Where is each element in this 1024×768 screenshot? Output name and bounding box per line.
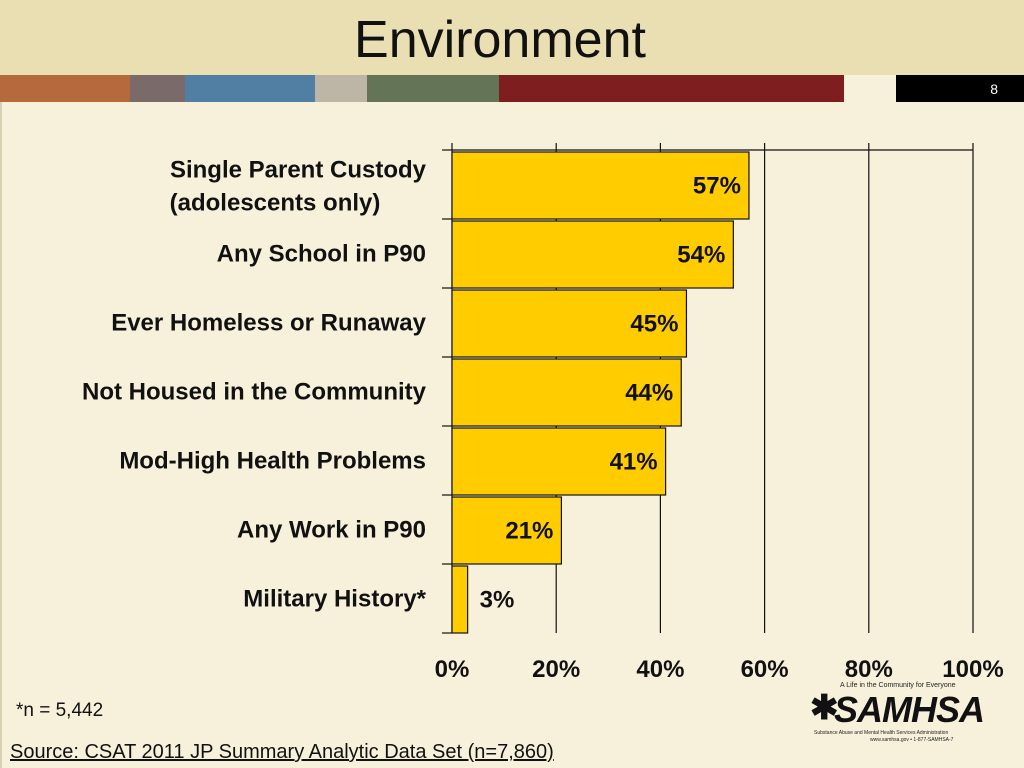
x-tick-label: 80% xyxy=(845,656,893,683)
value-label: 21% xyxy=(505,518,553,545)
value-label: 45% xyxy=(630,311,678,338)
bar-chart: 57% Single Parent Custody (adolescents onl… xyxy=(82,143,1004,683)
bar xyxy=(451,220,734,289)
x-tick-label: 0% xyxy=(435,656,470,683)
bar xyxy=(451,427,667,496)
x-tick-label: 20% xyxy=(532,656,580,683)
samhsa-logo: A Life in the Community for Everyone ✱ S… xyxy=(810,682,985,744)
color-stripe xyxy=(0,75,1024,102)
stripe-segment xyxy=(185,75,315,102)
slide-title: Environment xyxy=(354,11,646,69)
bar xyxy=(451,358,682,427)
category-label: Single Parent Custody xyxy=(170,157,427,184)
stripe-segment xyxy=(499,75,844,102)
bar xyxy=(451,565,469,634)
logo-tagline: A Life in the Community for Everyone xyxy=(840,682,956,689)
value-label: 54% xyxy=(677,242,725,269)
sample-size-note: *n = 5,442 xyxy=(16,700,104,721)
x-tick-label: 100% xyxy=(942,656,1003,683)
running-person-icon: ✱ xyxy=(810,689,839,727)
stripe-segment xyxy=(130,75,185,102)
x-tick-label: 40% xyxy=(636,656,684,683)
category-label: Ever Homeless or Runaway xyxy=(111,310,426,337)
bar xyxy=(451,289,688,358)
category-label: Not Housed in the Community xyxy=(82,379,427,406)
x-tick-label: 60% xyxy=(741,656,789,683)
category-label: Any Work in P90 xyxy=(237,517,426,544)
category-label: (adolescents only) xyxy=(170,190,381,217)
stripe-segment xyxy=(367,75,499,102)
value-label: 41% xyxy=(610,449,658,476)
frame-line xyxy=(0,102,2,768)
stripe-segment xyxy=(0,75,130,102)
slide-number: 8 xyxy=(990,81,998,97)
value-label: 44% xyxy=(625,380,673,407)
bar xyxy=(451,496,563,565)
title-bar: Environment xyxy=(0,0,1024,75)
category-label: Military History* xyxy=(243,586,426,613)
logo-contact: www.samhsa.gov • 1-877-SAMHSA-7 xyxy=(870,737,954,743)
logo-name: SAMHSA xyxy=(834,689,985,730)
bar xyxy=(451,151,750,220)
stripe-segment xyxy=(315,75,367,102)
value-label: 3% xyxy=(480,587,515,614)
value-label: 57% xyxy=(693,173,741,200)
logo-subtitle: Substance Abuse and Mental Health Servic… xyxy=(814,730,949,736)
category-label: Mod-High Health Problems xyxy=(119,448,426,475)
category-label: Any School in P90 xyxy=(217,241,426,268)
stripe-segment xyxy=(896,75,1024,102)
source-citation: Source: CSAT 2011 JP Summary Analytic Da… xyxy=(10,741,554,763)
stripe-segment xyxy=(844,75,896,102)
